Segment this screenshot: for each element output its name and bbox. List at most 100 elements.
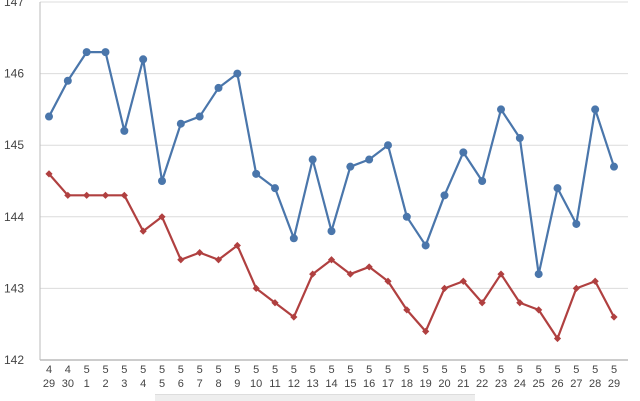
series-1-point <box>478 177 487 185</box>
series-1-line <box>48 51 616 276</box>
x-tick-month: 5 <box>423 364 429 376</box>
series-2-point <box>365 263 373 271</box>
x-tick-day: 26 <box>551 378 563 390</box>
series-1-point <box>308 155 317 164</box>
x-tick-day: 2 <box>102 378 108 390</box>
y-axis: 142 143 144 145 146 147 <box>4 0 41 367</box>
series-layer <box>45 48 618 343</box>
x-tick-day: 29 <box>608 378 620 390</box>
x-tick-month: 5 <box>573 364 579 376</box>
x-tick-day: 19 <box>420 378 432 390</box>
series-2-point <box>327 256 336 264</box>
x-tick-month: 5 <box>347 364 353 376</box>
x-tick-day: 20 <box>438 378 450 390</box>
series-2-point <box>290 313 298 321</box>
x-tick-day: 29 <box>43 378 55 390</box>
x-tick-month: 5 <box>536 364 542 376</box>
x-tick-day: 8 <box>215 378 221 390</box>
y-tick-label: 143 <box>4 281 24 295</box>
series-1-point <box>440 191 449 200</box>
series-2-point <box>346 270 354 278</box>
x-tick-day: 11 <box>269 378 280 390</box>
series-1-point <box>120 126 129 135</box>
x-tick-month: 5 <box>517 364 523 376</box>
x-tick-month: 5 <box>611 364 617 376</box>
x-tick-month: 4 <box>65 364 71 376</box>
x-tick-month: 5 <box>385 364 391 376</box>
x-tick-month: 5 <box>404 364 410 376</box>
y-tick-label: 147 <box>4 0 24 9</box>
x-tick-month: 5 <box>479 364 485 376</box>
x-tick-day: 6 <box>178 378 184 390</box>
series-1-point <box>346 162 355 171</box>
x-tick-month: 5 <box>234 364 240 376</box>
y-tick-label: 145 <box>4 138 24 152</box>
x-tick-day: 5 <box>159 378 165 390</box>
x-tick-month: 5 <box>328 364 334 376</box>
series-1-point <box>553 184 562 193</box>
series-1-point <box>63 76 72 85</box>
series-2-point <box>214 256 223 264</box>
series-2-point <box>252 284 260 292</box>
series-2-point <box>384 277 392 285</box>
series-2-point <box>403 306 411 314</box>
series-2-point <box>309 270 317 278</box>
x-tick-day: 3 <box>121 378 127 390</box>
series-1-point <box>252 169 261 178</box>
series-2-point <box>158 213 166 221</box>
x-tick-day: 23 <box>495 378 507 390</box>
x-tick-month: 5 <box>178 364 184 376</box>
series-1-point <box>402 212 411 221</box>
x-tick-day: 25 <box>533 378 545 390</box>
series-2-point <box>440 284 449 292</box>
series-1-point <box>214 83 223 92</box>
series-2-point <box>591 277 599 285</box>
series-2-point <box>233 241 241 250</box>
series-1-point <box>45 112 53 121</box>
series-1-point <box>327 227 336 236</box>
x-tick-day: 14 <box>325 378 337 390</box>
x-tick-day: 17 <box>382 378 394 390</box>
x-tick-month: 4 <box>46 364 52 376</box>
y-tick-label: 146 <box>4 67 24 81</box>
series-2-point <box>610 313 618 321</box>
series-1-point <box>82 48 91 57</box>
series-1-point <box>101 48 110 57</box>
x-tick-day: 24 <box>514 378 526 390</box>
series-2-point <box>497 270 505 278</box>
x-tick-month: 5 <box>554 364 560 376</box>
y-tick-label: 142 <box>4 353 24 367</box>
x-tick-month: 5 <box>498 364 504 376</box>
series-1-point <box>515 134 524 143</box>
series-2-point <box>139 227 147 235</box>
x-tick-day: 9 <box>234 378 240 390</box>
x-tick-month: 5 <box>291 364 297 376</box>
series-1-point <box>195 112 204 121</box>
x-tick-day: 10 <box>250 378 262 390</box>
series-2-point <box>177 256 185 264</box>
x-tick-month: 5 <box>592 364 598 376</box>
x-tick-day: 21 <box>457 378 469 390</box>
series-1-point <box>421 241 430 250</box>
series-2-point <box>459 277 467 285</box>
series-2-point <box>516 299 524 307</box>
series-2-point <box>101 191 110 199</box>
series-2-point <box>422 327 430 335</box>
x-tick-month: 5 <box>253 364 259 376</box>
series-1-point <box>572 219 581 228</box>
x-tick-month: 5 <box>159 364 165 376</box>
y-tick-label: 144 <box>4 210 24 224</box>
series-2-point <box>196 249 204 257</box>
x-tick-day: 16 <box>363 378 375 390</box>
x-tick-day: 28 <box>589 378 601 390</box>
x-tick-month: 5 <box>272 364 278 376</box>
x-tick-day: 30 <box>62 378 74 390</box>
x-tick-day: 7 <box>197 378 203 390</box>
series-2-point <box>572 284 580 292</box>
x-tick-month: 5 <box>310 364 316 376</box>
series-1-point <box>233 69 242 78</box>
series-2-point <box>553 334 562 343</box>
series-2-point <box>45 170 53 178</box>
series-1-point <box>591 105 600 114</box>
